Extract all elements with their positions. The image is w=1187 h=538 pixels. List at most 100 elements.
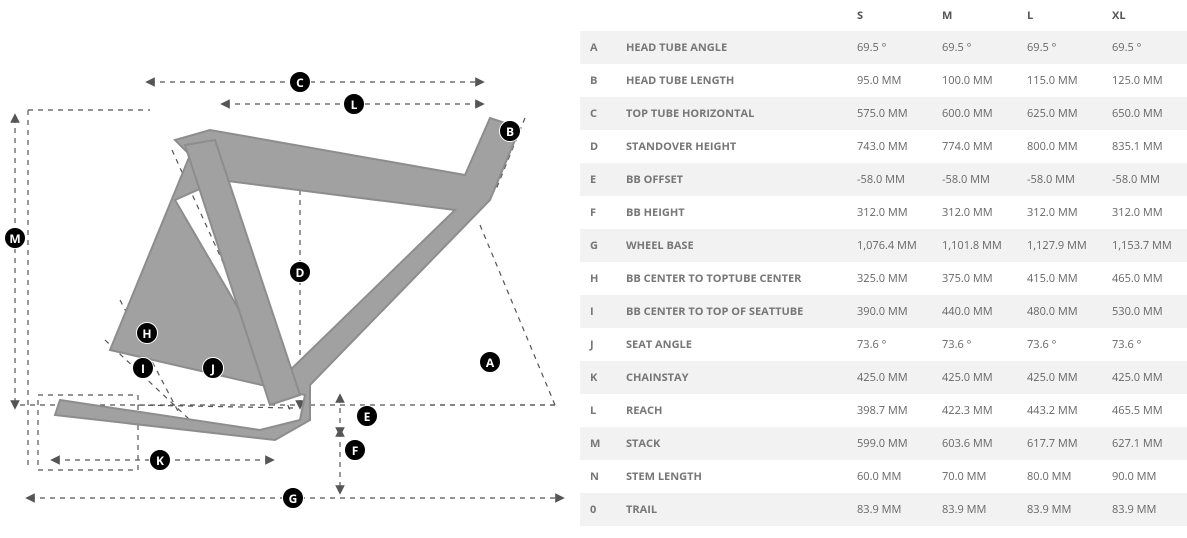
row-value: 83.9 MM [1017, 493, 1102, 526]
callout-g: G [282, 487, 304, 509]
row-key: D [580, 130, 616, 163]
table-row: LREACH398.7 MM422.3 MM443.2 MM465.5 MM [580, 394, 1187, 427]
row-key: E [580, 163, 616, 196]
row-value: 425.0 MM [847, 361, 932, 394]
row-key: F [580, 196, 616, 229]
row-key: C [580, 97, 616, 130]
row-value: 465.0 MM [1102, 262, 1187, 295]
callout-j: J [202, 357, 224, 379]
row-value: 1,127.9 MM [1017, 229, 1102, 262]
row-label: BB CENTER TO TOPTUBE CENTER [616, 262, 847, 295]
row-value: 480.0 MM [1017, 295, 1102, 328]
row-label: TRAIL [616, 493, 847, 526]
row-value: 800.0 MM [1017, 130, 1102, 163]
row-value: 650.0 MM [1102, 97, 1187, 130]
row-value: -58.0 MM [847, 163, 932, 196]
row-label: WHEEL BASE [616, 229, 847, 262]
callout-i: I [132, 357, 154, 379]
row-value: 69.5 ° [932, 31, 1017, 64]
row-value: 312.0 MM [932, 196, 1017, 229]
table-row: FBB HEIGHT312.0 MM312.0 MM312.0 MM312.0 … [580, 196, 1187, 229]
row-value: 73.6 ° [1102, 328, 1187, 361]
row-value: 390.0 MM [847, 295, 932, 328]
row-value: 100.0 MM [932, 64, 1017, 97]
row-value: 325.0 MM [847, 262, 932, 295]
table-row: GWHEEL BASE1,076.4 MM1,101.8 MM1,127.9 M… [580, 229, 1187, 262]
row-value: 312.0 MM [1017, 196, 1102, 229]
row-key: N [580, 460, 616, 493]
header-size-s: S [847, 0, 932, 31]
row-value: 774.0 MM [932, 130, 1017, 163]
row-value: 95.0 MM [847, 64, 932, 97]
row-key: I [580, 295, 616, 328]
row-value: 625.0 MM [1017, 97, 1102, 130]
table-row: AHEAD TUBE ANGLE69.5 °69.5 °69.5 °69.5 ° [580, 31, 1187, 64]
geometry-diagram: ABCDEFGHIJKLM [0, 0, 580, 538]
row-value: 83.9 MM [847, 493, 932, 526]
row-key: M [580, 427, 616, 460]
table-header-row: S M L XL [580, 0, 1187, 31]
row-value: 465.5 MM [1102, 394, 1187, 427]
row-value: 69.5 ° [1102, 31, 1187, 64]
row-value: 83.9 MM [1102, 493, 1187, 526]
callout-k: K [149, 449, 171, 471]
row-label: TOP TUBE HORIZONTAL [616, 97, 847, 130]
row-value: 425.0 MM [1017, 361, 1102, 394]
row-key: 0 [580, 493, 616, 526]
row-value: 617.7 MM [1017, 427, 1102, 460]
row-label: REACH [616, 394, 847, 427]
row-value: 743.0 MM [847, 130, 932, 163]
row-value: 835.1 MM [1102, 130, 1187, 163]
row-value: 69.5 ° [847, 31, 932, 64]
header-size-m: M [932, 0, 1017, 31]
row-label: STACK [616, 427, 847, 460]
row-key: J [580, 328, 616, 361]
row-value: 425.0 MM [932, 361, 1017, 394]
table-row: BHEAD TUBE LENGTH95.0 MM100.0 MM115.0 MM… [580, 64, 1187, 97]
row-key: K [580, 361, 616, 394]
row-value: 530.0 MM [1102, 295, 1187, 328]
callout-d: D [289, 261, 311, 283]
row-value: 1,101.8 MM [932, 229, 1017, 262]
row-value: 627.1 MM [1102, 427, 1187, 460]
row-value: 60.0 MM [847, 460, 932, 493]
callout-f: F [344, 439, 366, 461]
header-blank-key [580, 0, 616, 31]
row-label: STANDOVER HEIGHT [616, 130, 847, 163]
geometry-table-panel: S M L XL AHEAD TUBE ANGLE69.5 °69.5 °69.… [580, 0, 1187, 538]
row-value: 425.0 MM [1102, 361, 1187, 394]
row-value: 73.6 ° [1017, 328, 1102, 361]
table-row: KCHAINSTAY425.0 MM425.0 MM425.0 MM425.0 … [580, 361, 1187, 394]
callout-l: L [343, 93, 365, 115]
row-value: 83.9 MM [932, 493, 1017, 526]
table-row: CTOP TUBE HORIZONTAL575.0 MM600.0 MM625.… [580, 97, 1187, 130]
row-value: 69.5 ° [1017, 31, 1102, 64]
geometry-table: S M L XL AHEAD TUBE ANGLE69.5 °69.5 °69.… [580, 0, 1187, 526]
callout-e: E [356, 405, 378, 427]
row-value: 398.7 MM [847, 394, 932, 427]
table-row: DSTANDOVER HEIGHT743.0 MM774.0 MM800.0 M… [580, 130, 1187, 163]
row-label: STEM LENGTH [616, 460, 847, 493]
row-value: 600.0 MM [932, 97, 1017, 130]
row-key: L [580, 394, 616, 427]
row-key: B [580, 64, 616, 97]
callout-b: B [499, 120, 521, 142]
callout-a: A [479, 351, 501, 373]
table-row: HBB CENTER TO TOPTUBE CENTER325.0 MM375.… [580, 262, 1187, 295]
row-value: 575.0 MM [847, 97, 932, 130]
row-value: 422.3 MM [932, 394, 1017, 427]
header-size-l: L [1017, 0, 1102, 31]
table-row: EBB OFFSET-58.0 MM-58.0 MM-58.0 MM-58.0 … [580, 163, 1187, 196]
row-label: BB OFFSET [616, 163, 847, 196]
row-value: 312.0 MM [847, 196, 932, 229]
row-value: 80.0 MM [1017, 460, 1102, 493]
row-value: 1,153.7 MM [1102, 229, 1187, 262]
callout-m: M [4, 227, 26, 249]
row-value: -58.0 MM [932, 163, 1017, 196]
row-key: H [580, 262, 616, 295]
row-label: BB CENTER TO TOP OF SEATTUBE [616, 295, 847, 328]
table-row: IBB CENTER TO TOP OF SEATTUBE390.0 MM440… [580, 295, 1187, 328]
header-size-xl: XL [1102, 0, 1187, 31]
row-key: G [580, 229, 616, 262]
row-label: CHAINSTAY [616, 361, 847, 394]
